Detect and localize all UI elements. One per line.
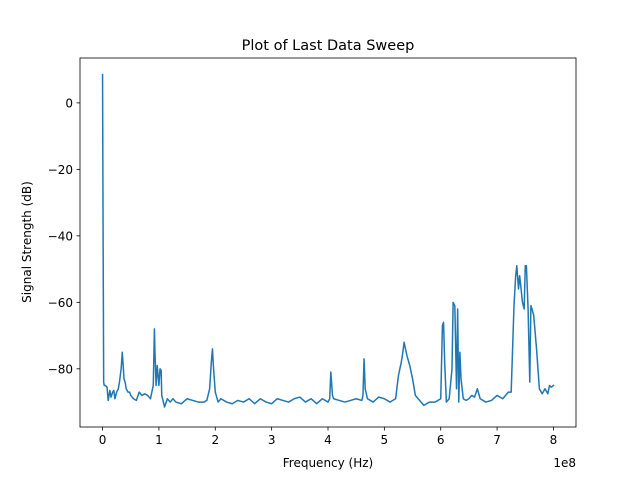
x-tick-label: 4	[324, 433, 332, 447]
x-tick-label: 5	[381, 433, 389, 447]
x-tick-label: 6	[437, 433, 445, 447]
y-tick-label: −40	[48, 229, 73, 243]
y-tick-label: 0	[65, 96, 73, 110]
plot-frame	[79, 57, 577, 428]
chart-title: Plot of Last Data Sweep	[242, 38, 415, 54]
y-axis-label: Signal Strength (dB)	[20, 181, 34, 303]
series-line	[101, 73, 555, 408]
y-axis-ticks: 0 −20 −40 −60 −80	[48, 96, 80, 376]
x-axis-label: Frequency (Hz)	[283, 456, 374, 470]
x-axis-offset-label: 1e8	[553, 456, 576, 470]
x-tick-label: 2	[211, 433, 219, 447]
y-tick-label: −60	[48, 296, 73, 310]
y-tick-label: −20	[48, 163, 73, 177]
x-tick-label: 0	[99, 433, 107, 447]
x-tick-label: 7	[493, 433, 501, 447]
y-tick-label: −80	[48, 362, 73, 376]
x-axis-ticks: 0 1 2 3 4 5 6 7 8	[99, 427, 558, 447]
x-tick-label: 1	[155, 433, 163, 447]
x-tick-label: 3	[268, 433, 276, 447]
plot-area	[80, 58, 576, 427]
x-tick-label: 8	[550, 433, 558, 447]
